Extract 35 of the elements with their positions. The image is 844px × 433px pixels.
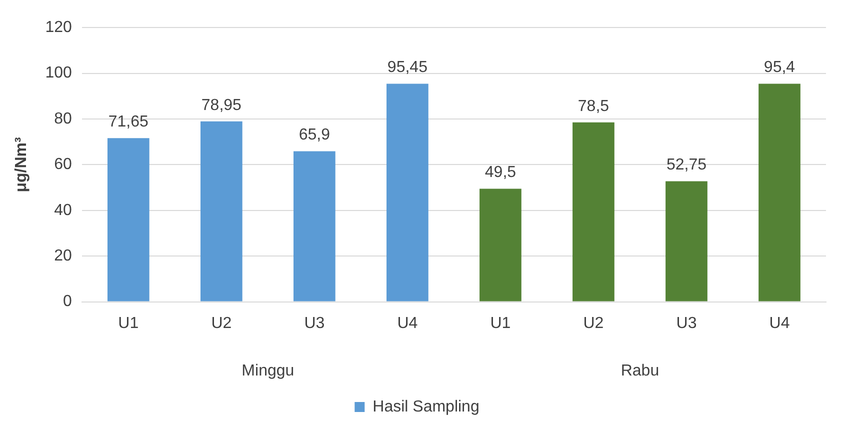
y-tick-label: 100 bbox=[45, 64, 72, 82]
data-label: 95,45 bbox=[387, 59, 428, 76]
y-tick-label: 0 bbox=[62, 293, 72, 310]
bar bbox=[294, 151, 336, 302]
bar bbox=[758, 84, 800, 302]
x-tick-label: U2 bbox=[211, 314, 232, 332]
bar bbox=[666, 181, 708, 302]
bar bbox=[200, 121, 242, 302]
text: Rabu bbox=[620, 362, 660, 380]
x-tick-label: U1 bbox=[490, 314, 511, 332]
x-tick-label: U4 bbox=[769, 314, 790, 332]
text: Minggu bbox=[242, 362, 294, 380]
data-label: 78,95 bbox=[201, 96, 242, 114]
data-label: 65,9 bbox=[298, 126, 330, 144]
bar bbox=[107, 138, 150, 302]
y-tick-label: 20 bbox=[54, 248, 72, 265]
x-tick-label: U3 bbox=[304, 314, 325, 332]
data-label: 78,5 bbox=[578, 98, 610, 115]
data-label: 49,5 bbox=[484, 164, 516, 182]
x-tick-label: U3 bbox=[676, 314, 697, 332]
y-tick-label: 120 bbox=[45, 19, 72, 36]
y-tick-label: 80 bbox=[54, 110, 72, 128]
legend-label: Hasil Sampling bbox=[372, 398, 480, 416]
bar bbox=[386, 84, 428, 302]
data-label: 71,65 bbox=[108, 113, 149, 130]
x-tick-label: U4 bbox=[397, 314, 418, 332]
x-tick-label: U2 bbox=[583, 314, 604, 332]
x-tick-label: U1 bbox=[118, 314, 139, 332]
data-label: 95,4 bbox=[764, 59, 796, 76]
bar bbox=[572, 122, 614, 302]
bar bbox=[480, 188, 522, 302]
y-axis-title: μg/Nm³ bbox=[13, 137, 30, 192]
data-label: 52,75 bbox=[666, 156, 707, 174]
y-tick-label: 60 bbox=[54, 156, 72, 174]
y-tick-label: 40 bbox=[54, 202, 72, 219]
